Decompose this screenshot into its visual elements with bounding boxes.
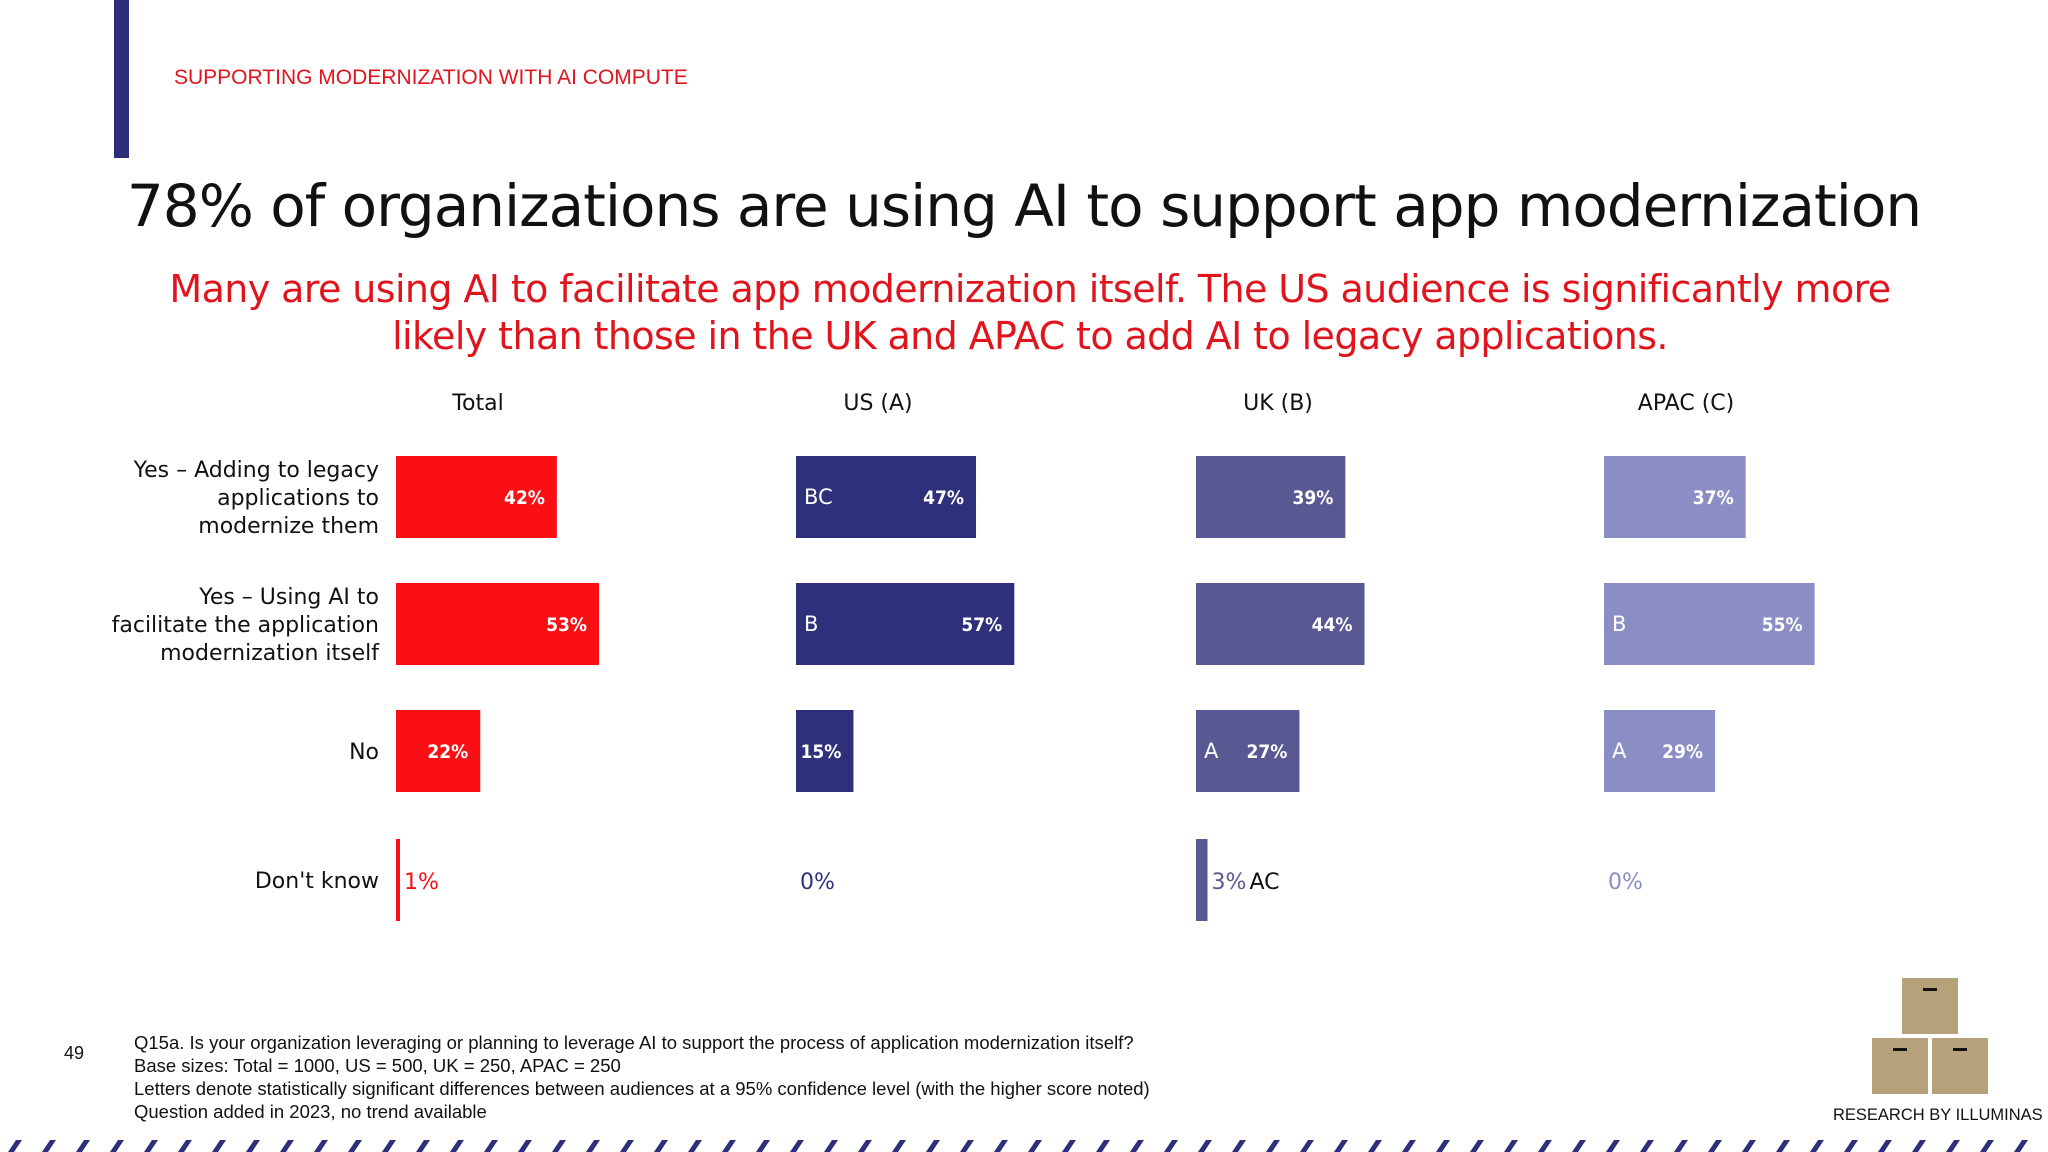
significance-label: A: [1612, 739, 1627, 763]
category-label: Don't know: [255, 869, 379, 894]
series-header: US (A): [843, 391, 912, 416]
bar: [1604, 710, 1716, 792]
section-label: SUPPORTING MODERNIZATION WITH AI COMPUTE: [174, 66, 688, 89]
series-header: Total: [451, 391, 503, 416]
accent-bar: [114, 0, 129, 158]
bar: [1604, 583, 1815, 665]
data-label: 47%: [923, 487, 964, 509]
bar: [1196, 839, 1208, 921]
significance-label: AC: [1249, 870, 1279, 895]
page-title: 78% of organizations are using AI to sup…: [126, 172, 1922, 240]
bar-chart: Yes – Adding to legacy applications to mod…: [112, 391, 1815, 921]
bar: [1604, 456, 1746, 538]
data-label: 29%: [1662, 741, 1703, 763]
footnote: Q15a. Is your organization leveraging or…: [134, 1031, 1150, 1123]
bar: [1196, 456, 1346, 538]
data-label: 15%: [801, 741, 842, 763]
category-label: No: [349, 740, 379, 765]
page-subtitle: Many are using AI to facilitate app mode…: [169, 267, 1891, 358]
brand-text: RESEARCH BY ILLUMINAS: [1833, 1106, 2043, 1124]
significance-label: B: [804, 612, 818, 636]
bar: [1196, 710, 1300, 792]
data-label: 3%: [1211, 870, 1246, 895]
series-header: APAC (C): [1638, 391, 1734, 416]
data-label: 55%: [1762, 614, 1803, 636]
significance-label: B: [1612, 612, 1626, 636]
bar: [396, 583, 599, 665]
bar: [796, 710, 854, 792]
category-label: Yes – Adding to legacy applications to mod…: [133, 458, 379, 539]
bar: [396, 456, 557, 538]
bar: [796, 456, 977, 538]
data-label: 27%: [1246, 741, 1287, 763]
boxes-logo-icon: [1872, 978, 1988, 1094]
data-label: 0%: [800, 870, 835, 895]
footnote-base-sizes: Base sizes: Total = 1000, US = 500, UK =…: [134, 1055, 621, 1076]
data-label: 1%: [404, 870, 439, 895]
data-label: 37%: [1693, 487, 1734, 509]
series-header: UK (B): [1243, 391, 1313, 416]
significance-label: BC: [804, 485, 833, 509]
page-number: 49: [64, 1043, 85, 1063]
bar: [396, 839, 400, 921]
footnote-trend: Question added in 2023, no trend availab…: [134, 1101, 487, 1122]
data-label: 53%: [546, 614, 587, 636]
data-label: 44%: [1312, 614, 1353, 636]
footnote-significance: Letters denote statistically significant…: [134, 1078, 1150, 1099]
bar: [796, 583, 1015, 665]
significance-label: A: [1204, 739, 1219, 763]
data-label: 57%: [961, 614, 1002, 636]
bar: [1196, 583, 1365, 665]
footnote-question: Q15a. Is your organization leveraging or…: [134, 1032, 1134, 1053]
category-label: Yes – Using AI to facilitate the applicat…: [112, 585, 381, 666]
data-label: 22%: [427, 741, 468, 763]
data-label: 0%: [1608, 870, 1643, 895]
data-label: 39%: [1292, 487, 1333, 509]
decorative-stripe: [0, 1140, 2048, 1152]
data-label: 42%: [504, 487, 545, 509]
bar: [396, 710, 481, 792]
